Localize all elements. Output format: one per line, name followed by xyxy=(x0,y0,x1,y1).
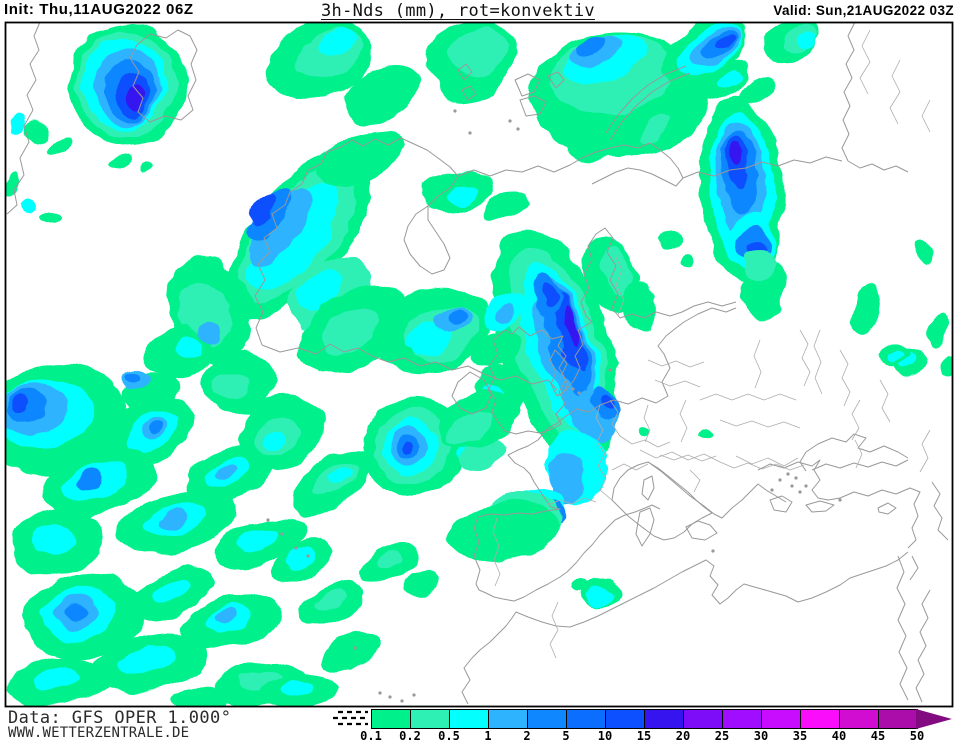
legend-box xyxy=(527,709,567,729)
legend-tick-label: 50 xyxy=(909,729,925,741)
legend-tick-label: 45 xyxy=(870,729,886,741)
chart-title: 3h-Nds (mm), rot=konvektiv xyxy=(321,1,595,21)
legend-box xyxy=(410,709,450,729)
legend-tick-label: 0.2 xyxy=(399,729,421,741)
legend-box xyxy=(488,709,528,729)
legend-box xyxy=(644,709,684,729)
legend-box xyxy=(566,709,606,729)
precipitation-overlay xyxy=(5,22,953,707)
legend-tick-label: 2 xyxy=(523,729,531,741)
legend-box xyxy=(449,709,489,729)
legend-box xyxy=(605,709,645,729)
country-borders xyxy=(492,29,931,659)
legend-tick-label: 30 xyxy=(753,729,769,741)
legend-box xyxy=(683,709,723,729)
data-source-label: Data: GFS OPER 1.000° xyxy=(8,708,232,728)
legend-tick-label: 0.1 xyxy=(360,729,382,741)
legend-tick-label: 5 xyxy=(562,729,570,741)
legend-tick-label: 10 xyxy=(597,729,613,741)
legend-box xyxy=(839,709,879,729)
legend-tick-label: 15 xyxy=(636,729,652,741)
legend-box xyxy=(371,709,411,729)
init-time-label: Init: Thu,11AUG2022 06Z xyxy=(4,1,194,18)
legend-box xyxy=(722,709,762,729)
coastlines xyxy=(6,22,949,705)
legend-tick-label: 20 xyxy=(675,729,691,741)
small-islands xyxy=(266,109,842,703)
map-frame xyxy=(4,21,954,708)
legend-box xyxy=(761,709,801,729)
valid-time-label: Valid: Sun,21AUG2022 03Z xyxy=(773,3,954,18)
legend-tick-label: 35 xyxy=(792,729,808,741)
legend-box xyxy=(878,709,918,729)
trace-marks-icon xyxy=(333,710,368,726)
legend-tick-label: 25 xyxy=(714,729,730,741)
legend-tick-label: 0.5 xyxy=(438,729,460,741)
legend-box xyxy=(800,709,840,729)
website-label: WWW.WETTERZENTRALE.DE xyxy=(8,725,190,741)
legend-tick-label: 40 xyxy=(831,729,847,741)
legend-tick-label: 1 xyxy=(484,729,492,741)
